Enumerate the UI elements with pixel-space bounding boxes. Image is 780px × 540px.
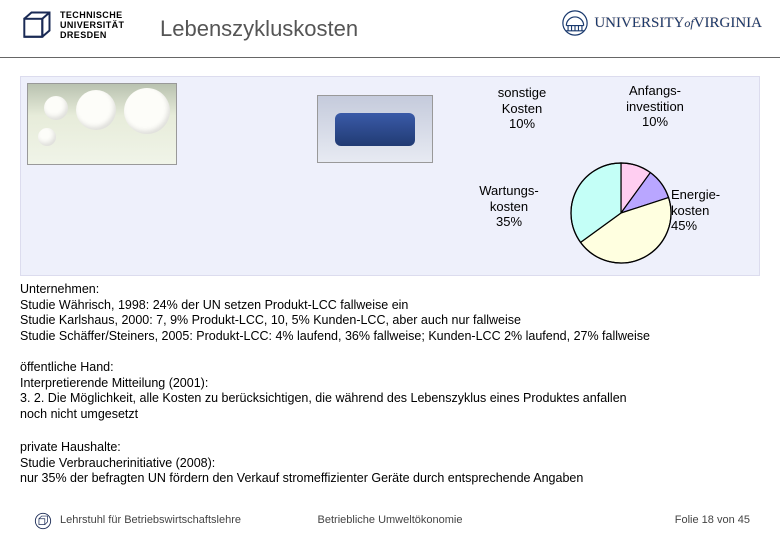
page-title: Lebenszykluskosten	[160, 16, 358, 42]
uva-word2: VIRGINIA	[694, 15, 762, 31]
section-text: Unternehmen:Studie Währisch, 1998: 24% d…	[20, 282, 650, 343]
uva-logo: UNIVERSITYofVIRGINIA	[562, 10, 762, 36]
pump-image-placeholder	[317, 95, 433, 163]
uva-word1: UNIVERSITY	[594, 15, 684, 31]
logo-line: DRESDEN	[60, 31, 124, 41]
section-text: private Haushalte:Studie Verbraucherinit…	[20, 440, 583, 485]
pie-label-text: Wartungs-kosten35%	[479, 183, 538, 229]
slide-footer: Lehrstuhl für Betriebswirtschaftslehre B…	[0, 506, 780, 540]
pie-svg	[569, 161, 673, 265]
footer-cube-icon	[34, 512, 52, 530]
section-oeffentliche-hand: öffentliche Hand:Interpretierende Mittei…	[20, 360, 760, 423]
section-private-haushalte: private Haushalte:Studie Verbraucherinit…	[20, 440, 760, 487]
footer-center: Betriebliche Umweltökonomie	[318, 514, 463, 526]
section-text: öffentliche Hand:Interpretierende Mittei…	[20, 360, 627, 421]
chart-panel: sonstigeKosten10% Anfangs-investition10%…	[20, 76, 760, 276]
footer-right: Folie 18 von 45	[675, 514, 750, 526]
tu-dresden-logo: TECHNISCHE UNIVERSITÄT DRESDEN	[18, 8, 124, 44]
footer-page-prefix: Folie	[675, 514, 702, 526]
pie-label-text: sonstigeKosten10%	[498, 85, 546, 131]
uva-text: UNIVERSITYofVIRGINIA	[594, 15, 762, 32]
pie-label-text: Anfangs-investition10%	[626, 83, 684, 129]
pie-label-text: Energie-kosten45%	[671, 187, 720, 233]
pie-chart	[569, 161, 673, 265]
pie-label-energie: Energie-kosten45%	[671, 187, 761, 234]
footer-page-mid: von	[714, 514, 738, 526]
pie-label-anfang: Anfangs-investition10%	[605, 83, 705, 130]
pie-label-sonstige: sonstigeKosten10%	[477, 85, 567, 132]
section-unternehmen: Unternehmen:Studie Währisch, 1998: 24% d…	[20, 282, 760, 345]
pie-label-wartung: Wartungs-kosten35%	[449, 183, 569, 230]
uva-of: of	[684, 16, 693, 30]
footer-page-total: 45	[738, 514, 750, 526]
cube-icon	[18, 8, 54, 44]
rotunda-icon	[562, 10, 588, 36]
tu-dresden-text: TECHNISCHE UNIVERSITÄT DRESDEN	[60, 11, 124, 41]
slide-header: TECHNISCHE UNIVERSITÄT DRESDEN Lebenszyk…	[0, 0, 780, 58]
bulbs-image-placeholder	[27, 83, 177, 165]
slide-root: TECHNISCHE UNIVERSITÄT DRESDEN Lebenszyk…	[0, 0, 780, 540]
footer-page-num: 18	[702, 514, 714, 526]
footer-left: Lehrstuhl für Betriebswirtschaftslehre	[60, 514, 241, 526]
